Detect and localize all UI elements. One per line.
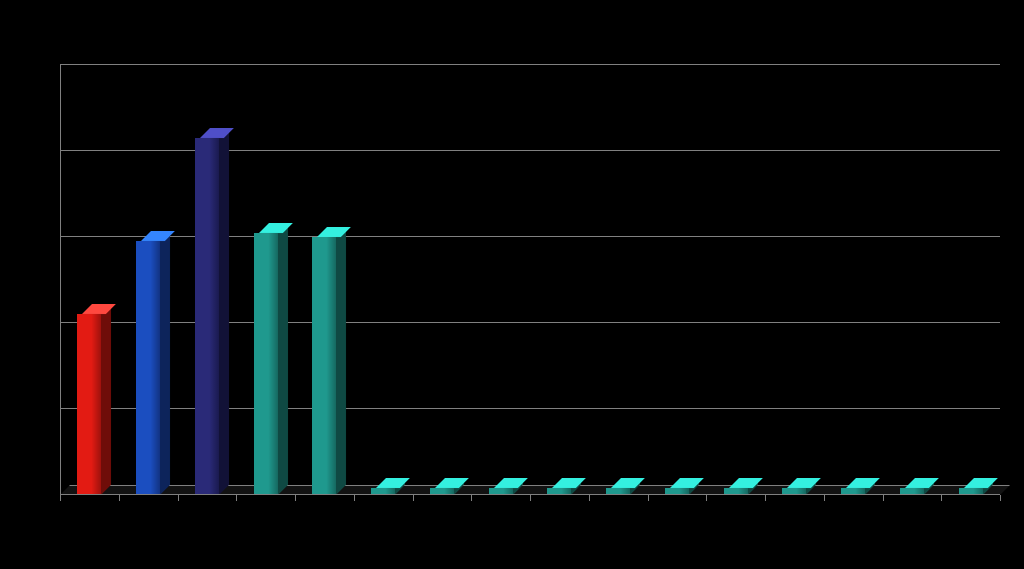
bar-side-face: [219, 128, 229, 495]
bar-top-face: [82, 304, 116, 314]
x-tick: [706, 495, 707, 501]
x-tick: [295, 495, 296, 501]
bar: [77, 314, 101, 495]
x-tick: [1000, 495, 1001, 501]
bar-top-face: [729, 478, 763, 488]
bar: [312, 237, 336, 495]
x-tick: [824, 495, 825, 501]
bar: [254, 233, 278, 495]
bar-top-face: [435, 478, 469, 488]
bar-side-face: [336, 227, 346, 495]
y-axis-line: [60, 65, 61, 495]
x-tick: [765, 495, 766, 501]
x-tick: [883, 495, 884, 501]
bar-top-face: [141, 231, 175, 241]
x-tick: [530, 495, 531, 501]
plot-area: [60, 65, 1000, 495]
bar-top-face: [964, 478, 998, 488]
x-tick: [413, 495, 414, 501]
x-tick: [648, 495, 649, 501]
x-tick: [60, 495, 61, 501]
bar-side-face: [160, 231, 170, 495]
x-tick: [236, 495, 237, 501]
bar-side-face: [101, 304, 111, 495]
bar: [136, 241, 160, 495]
bar-chart: [60, 65, 1000, 495]
bar-side-face: [278, 223, 288, 495]
bar-front-face: [136, 241, 160, 495]
x-tick: [354, 495, 355, 501]
x-tick: [178, 495, 179, 501]
bar-front-face: [195, 138, 219, 495]
x-tick: [119, 495, 120, 501]
bar-front-face: [77, 314, 101, 495]
bar-front-face: [312, 237, 336, 495]
x-tick: [941, 495, 942, 501]
bar-top-face: [494, 478, 528, 488]
bar-top-face: [376, 478, 410, 488]
bar-top-face: [670, 478, 704, 488]
bar: [195, 138, 219, 495]
x-tick: [589, 495, 590, 501]
bar-top-face: [552, 478, 586, 488]
bar-top-face: [611, 478, 645, 488]
bar-top-face: [317, 227, 351, 237]
bars-layer: [60, 65, 1000, 495]
bar-front-face: [254, 233, 278, 495]
bar-top-face: [905, 478, 939, 488]
bar-top-face: [787, 478, 821, 488]
x-tick: [471, 495, 472, 501]
bar-top-face: [846, 478, 880, 488]
